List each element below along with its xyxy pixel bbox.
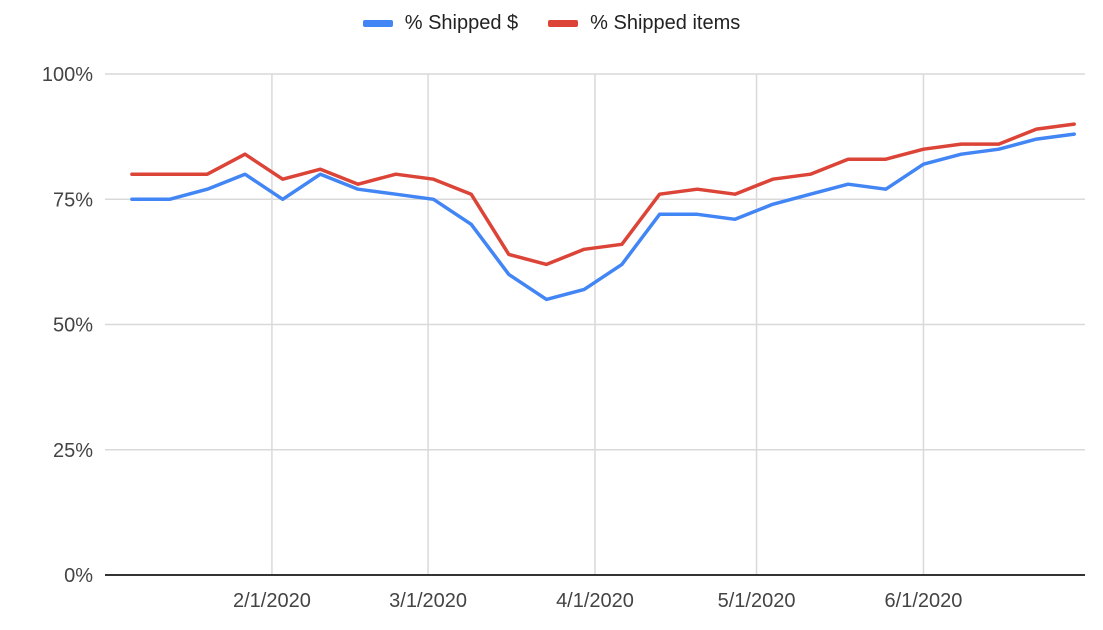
- data-point-series-1: [767, 173, 779, 185]
- y-tick-label: 100%: [42, 64, 93, 86]
- x-tick-label: 2/1/2020: [233, 590, 311, 612]
- data-point-series-0: [767, 198, 779, 210]
- data-point-series-0: [729, 213, 741, 225]
- data-point-series-0: [842, 178, 854, 190]
- data-point-series-1: [578, 243, 590, 255]
- data-point-series-0: [277, 193, 289, 205]
- data-point-series-1: [164, 168, 176, 180]
- data-point-series-1: [427, 173, 439, 185]
- data-point-series-1: [691, 183, 703, 195]
- data-point-series-0: [126, 193, 138, 205]
- data-point-series-0: [390, 188, 402, 200]
- data-point-series-1: [201, 168, 213, 180]
- data-point-series-0: [917, 158, 929, 170]
- data-point-series-0: [239, 168, 251, 180]
- data-point-series-0: [654, 208, 666, 220]
- data-point-series-1: [126, 168, 138, 180]
- legend-label: % Shipped items: [590, 12, 741, 34]
- data-point-series-0: [314, 168, 326, 180]
- data-point-series-0: [503, 268, 515, 280]
- data-point-series-1: [616, 238, 628, 250]
- data-point-series-0: [164, 193, 176, 205]
- data-point-series-0: [352, 183, 364, 195]
- data-point-series-0: [578, 283, 590, 295]
- data-point-series-0: [993, 143, 1005, 155]
- data-point-series-1: [880, 153, 892, 165]
- data-point-series-0: [955, 148, 967, 160]
- data-point-series-1: [541, 258, 553, 270]
- data-point-series-1: [804, 168, 816, 180]
- data-point-series-0: [880, 183, 892, 195]
- legend-item-series-0[interactable]: % Shipped $: [362, 12, 519, 35]
- data-point-series-1: [239, 148, 251, 160]
- data-point-series-0: [541, 293, 553, 305]
- legend-label: % Shipped $: [404, 12, 519, 34]
- data-point-series-1: [390, 168, 402, 180]
- x-tick-label: 6/1/2020: [885, 590, 963, 612]
- data-point-series-1: [842, 153, 854, 165]
- y-tick-label: 75%: [53, 189, 93, 211]
- y-tick-label: 50%: [53, 315, 93, 337]
- legend: % Shipped $ % Shipped items: [0, 12, 1103, 35]
- data-point-series-0: [616, 258, 628, 270]
- series-line-1: [130, 122, 1076, 267]
- data-point-series-1: [465, 188, 477, 200]
- data-point-series-0: [201, 183, 213, 195]
- data-point-series-0: [691, 208, 703, 220]
- data-point-series-1: [654, 188, 666, 200]
- y-tick-label: 25%: [53, 440, 93, 462]
- x-tick-label: 4/1/2020: [556, 590, 634, 612]
- legend-item-series-1[interactable]: % Shipped items: [548, 12, 740, 35]
- data-point-series-1: [503, 248, 515, 260]
- data-point-series-0: [427, 193, 439, 205]
- series-line-0: [130, 132, 1076, 302]
- data-point-series-0: [1031, 133, 1043, 145]
- data-point-series-1: [917, 143, 929, 155]
- data-point-series-0: [804, 188, 816, 200]
- legend-swatch: [362, 20, 393, 27]
- x-tick-label: 3/1/2020: [389, 590, 467, 612]
- x-tick-label: 5/1/2020: [718, 590, 796, 612]
- y-tick-label: 0%: [64, 565, 93, 587]
- data-point-series-0: [1068, 128, 1080, 140]
- data-point-series-0: [465, 218, 477, 230]
- data-point-series-1: [277, 173, 289, 185]
- data-point-series-1: [729, 188, 741, 200]
- legend-swatch: [548, 20, 579, 27]
